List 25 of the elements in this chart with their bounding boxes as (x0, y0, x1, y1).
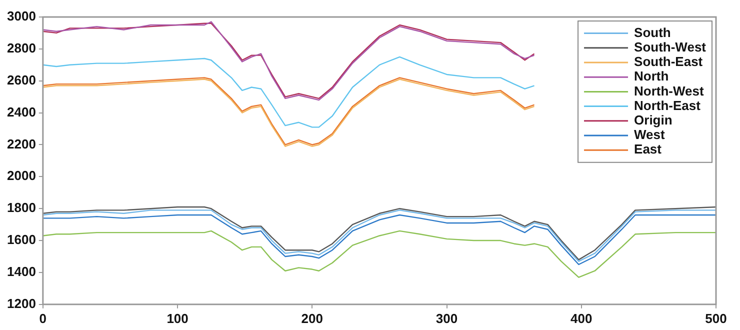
legend-label: North-East (634, 98, 702, 113)
x-tick-label: 0 (39, 310, 47, 326)
y-tick-label: 1400 (7, 264, 36, 280)
y-tick-label: 1800 (7, 200, 36, 216)
x-tick-label: 200 (301, 310, 324, 326)
x-tick-label: 500 (705, 310, 727, 326)
legend-label: South-East (634, 54, 704, 70)
legend-label: West (634, 127, 666, 142)
legend-label: North-West (634, 83, 705, 98)
y-tick-label: 2800 (7, 40, 36, 56)
y-tick-label: 2600 (7, 72, 36, 88)
y-tick-label: 2400 (7, 104, 36, 120)
x-tick-label: 300 (436, 310, 458, 326)
x-tick-label: 400 (570, 310, 592, 326)
y-tick-label: 2200 (7, 136, 36, 152)
legend-label: Origin (634, 112, 672, 128)
legend-label: South-West (634, 39, 707, 54)
legend-label: North (634, 68, 669, 84)
y-tick-label: 1200 (7, 296, 36, 311)
y-tick-label: 3000 (7, 8, 36, 24)
x-tick-label: 100 (166, 310, 188, 326)
y-tick-label: 2000 (7, 168, 36, 184)
legend-label: East (634, 142, 662, 157)
legend-label: South (634, 24, 671, 40)
y-tick-label: 1600 (7, 232, 36, 248)
